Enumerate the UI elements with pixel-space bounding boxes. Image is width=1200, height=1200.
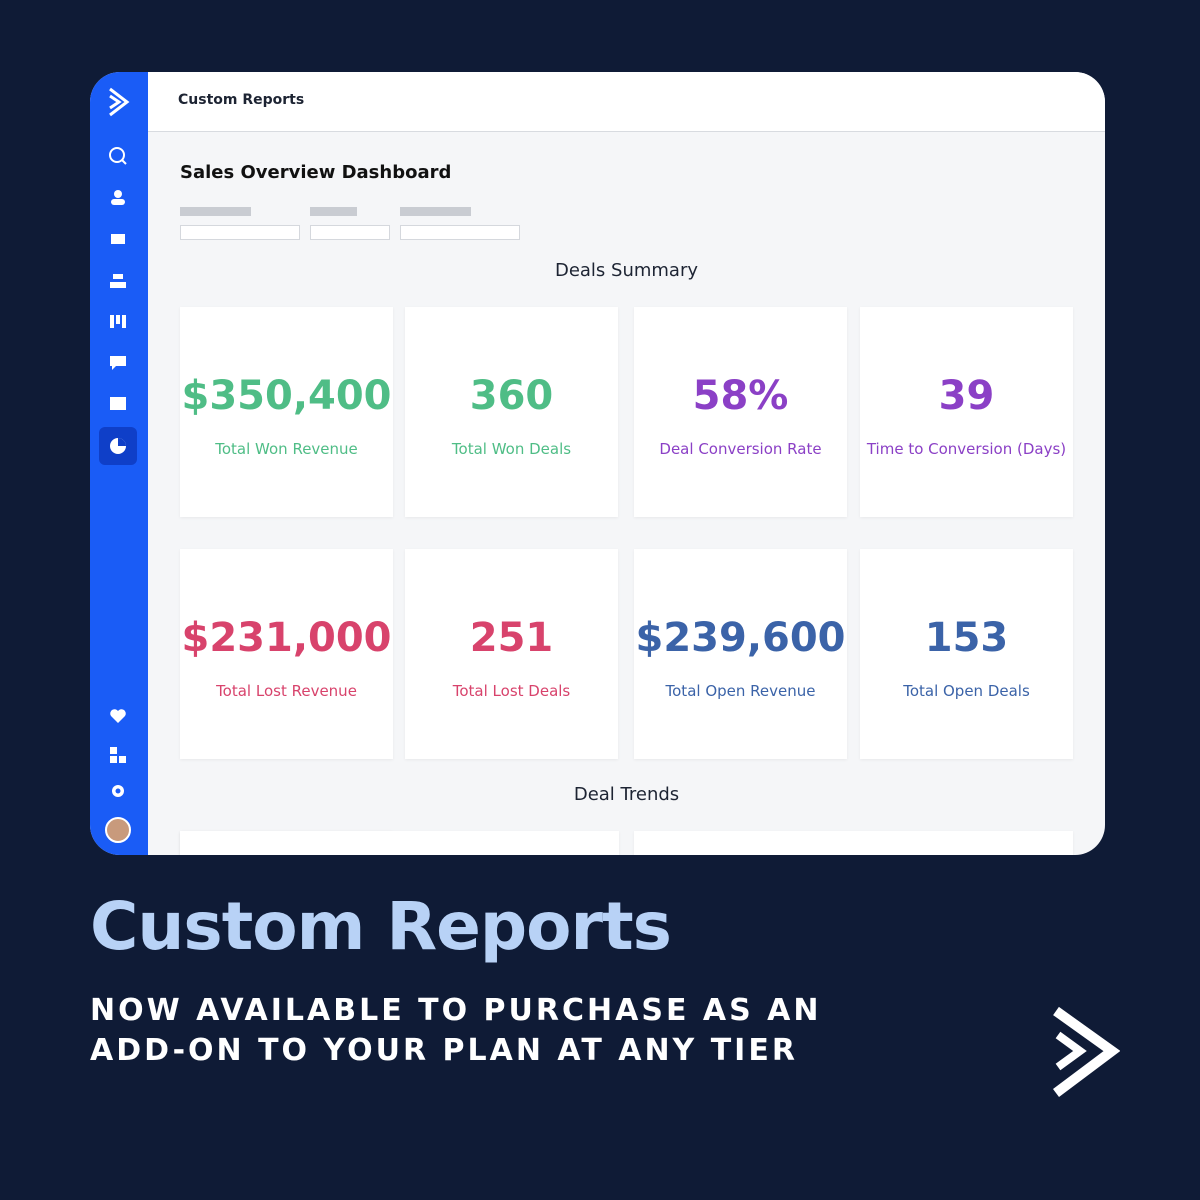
favorites-icon[interactable] — [110, 709, 126, 723]
kpi-value: 39 — [938, 373, 995, 419]
app-window: Custom Reports Sales Overview Dashboard … — [90, 72, 1105, 855]
kpi-card: 58% Deal Conversion Rate — [634, 307, 847, 517]
logo-chevron — [1055, 1031, 1087, 1071]
kpi-card: 360 Total Won Deals — [405, 307, 618, 517]
kpi-label: Total Won Revenue — [215, 440, 358, 458]
section-title: Deal Trends — [573, 784, 680, 805]
kpi-value: 360 — [469, 373, 554, 419]
kpi-card: $239,600 Total Open Revenue — [634, 549, 847, 759]
kpi-card: 39 Time to Conversion (Days) — [860, 307, 1073, 517]
kpi-label: Deal Conversion Rate — [659, 440, 822, 458]
search-icon[interactable] — [109, 147, 125, 163]
brand-logo — [1053, 1006, 1120, 1097]
search-icon — [121, 159, 127, 165]
reports-icon — [118, 438, 126, 446]
filter-placeholder — [180, 207, 251, 216]
filter-input[interactable] — [310, 225, 390, 240]
kpi-value: 153 — [924, 615, 1009, 661]
deals-icon — [116, 315, 120, 324]
sidebar — [90, 72, 148, 855]
header-title: Custom Reports — [178, 92, 305, 108]
apps-icon — [110, 756, 117, 763]
kpi-label: Total Open Deals — [903, 682, 1030, 700]
kpi-label: Total Lost Revenue — [216, 682, 357, 700]
promo-subtitle: NOW AVAILABLE TO PURCHASE AS AN — [90, 993, 822, 1028]
chart-card — [180, 831, 619, 855]
chart-card — [634, 831, 1073, 855]
filter-input[interactable] — [180, 225, 300, 240]
contacts-icon[interactable] — [114, 190, 122, 198]
contacts-icon — [111, 199, 125, 205]
settings-icon — [115, 788, 121, 794]
kpi-value: $239,600 — [635, 615, 846, 661]
promo-title: Custom Reports — [90, 888, 672, 965]
kpi-label: Total Lost Deals — [452, 682, 571, 700]
kpi-value: 58% — [692, 373, 789, 419]
apps-icon — [119, 756, 126, 763]
deals-icon[interactable] — [110, 315, 114, 328]
conversations-icon[interactable] — [110, 356, 126, 370]
logo — [109, 87, 130, 117]
filter-input[interactable] — [400, 225, 520, 240]
logo-chevron — [1053, 1006, 1120, 1097]
avatar[interactable] — [105, 817, 131, 843]
kpi-label: Time to Conversion (Days) — [866, 440, 1067, 458]
kpi-value: $231,000 — [181, 615, 392, 661]
dashboard-title: Sales Overview Dashboard — [180, 162, 452, 183]
automation-icon — [110, 282, 126, 288]
email-icon[interactable] — [111, 234, 125, 244]
filter-placeholder — [310, 207, 357, 216]
kpi-label: Total Open Revenue — [665, 682, 816, 700]
kpi-card: 251 Total Lost Deals — [405, 549, 618, 759]
kpi-card: 153 Total Open Deals — [860, 549, 1073, 759]
kpi-value: $350,400 — [181, 373, 392, 419]
filter-placeholder — [400, 207, 471, 216]
deals-icon — [122, 315, 126, 328]
kpi-value: 251 — [469, 615, 554, 661]
header: Custom Reports — [148, 72, 1105, 132]
kpi-label: Total Won Deals — [451, 440, 572, 458]
kpi-card: $231,000 Total Lost Revenue — [180, 549, 393, 759]
site-icon[interactable] — [110, 397, 126, 410]
apps-icon[interactable] — [110, 747, 117, 754]
kpi-card: $350,400 Total Won Revenue — [180, 307, 393, 517]
automation-icon[interactable] — [113, 274, 123, 279]
section-title: Deals Summary — [554, 260, 699, 281]
sidebar-icons — [99, 87, 137, 843]
promo-subtitle: ADD-ON TO YOUR PLAN AT ANY TIER — [90, 1033, 798, 1068]
